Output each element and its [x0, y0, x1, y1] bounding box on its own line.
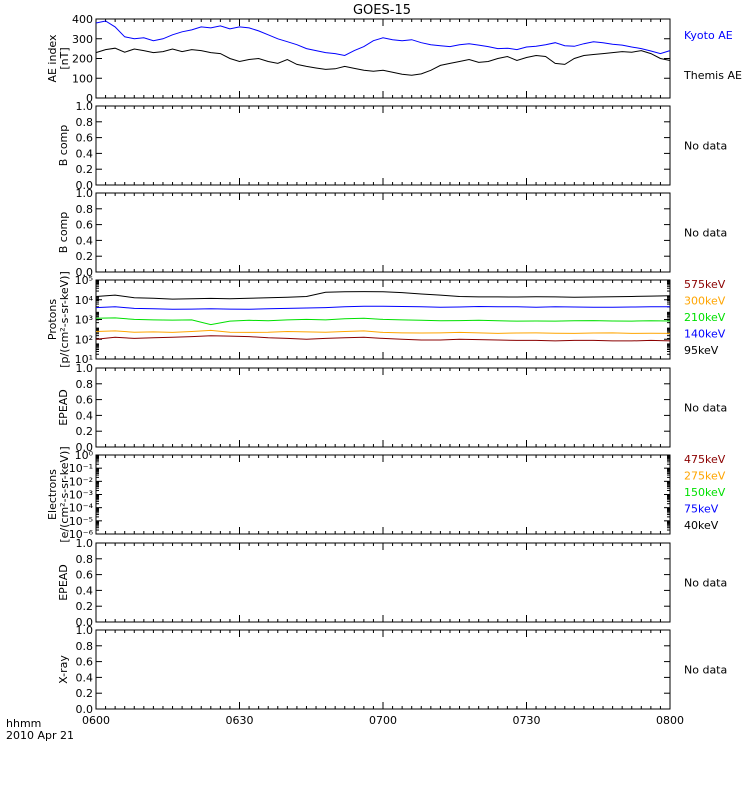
- panel-1-series-themis-ae: [95, 47, 671, 76]
- panel-2-y-tick-label: 0.2: [76, 163, 94, 176]
- panel-6-legend-75kev: 75keV: [684, 503, 719, 516]
- panel-7-y-tick-label: 0.8: [76, 553, 94, 566]
- panel-7-y-label: EPEAD: [57, 564, 70, 601]
- panel-4-y-tick-label: 10³: [75, 314, 93, 327]
- panel-4-y-tick-label: 10⁴: [75, 294, 94, 307]
- panel-1-y-label: AE index: [46, 34, 59, 83]
- panel-7-y-tick-label: 0.2: [76, 600, 94, 613]
- plot-title: GOES-15: [353, 3, 411, 18]
- panel-4-series-300kev: [95, 329, 671, 334]
- panel-7-no-data: No data: [684, 577, 727, 590]
- panel-3-y-tick-label: 1.0: [76, 187, 94, 200]
- panel-4-series-95kev: [95, 291, 671, 300]
- panel-8-no-data: No data: [684, 664, 727, 677]
- panel-4-y-label: Protons: [46, 299, 59, 340]
- panel-4-y-label: [p/(cm²-s-sr-keV)]: [58, 271, 71, 368]
- panel-5-no-data: No data: [684, 402, 727, 415]
- panel-8-y-tick-label: 0.8: [76, 640, 94, 653]
- panel-8-y-tick-label: 0.2: [76, 687, 94, 700]
- panel-2-no-data: No data: [684, 140, 727, 153]
- panel-3-y-tick-label: 0.2: [76, 250, 94, 263]
- panel-4-series-210kev: [95, 317, 671, 326]
- x-axis-date: 2010 Apr 21: [6, 729, 74, 742]
- panel-6-y-tick-label: 10⁻¹: [69, 462, 93, 475]
- panel-2-y-tick-label: 0.4: [76, 147, 94, 160]
- panel-4-y-tick-label: 10¹: [75, 353, 93, 366]
- panel-4-y-tick-label: 10⁵: [75, 274, 93, 287]
- panel-6-y-label: Electrons: [46, 469, 59, 520]
- panel-8-y-label: X-ray: [57, 655, 70, 684]
- panel-8-frame: [95, 629, 671, 710]
- panel-3-y-tick-label: 0.6: [76, 219, 94, 232]
- panel-6-y-label: [e/(cm²-s-sr-keV)]: [58, 446, 71, 542]
- panel-2-y-tick-label: 1.0: [76, 100, 94, 113]
- panel-6-legend-275kev: 275keV: [684, 470, 726, 483]
- x-axis-label: hhmm: [6, 717, 41, 730]
- x-tick-label: 0730: [513, 714, 541, 727]
- panel-2-y-label: B comp: [57, 125, 70, 167]
- panel-4-series-140kev: [95, 305, 670, 310]
- panel-4-y-tick-label: 10²: [75, 333, 93, 346]
- panel-3-y-tick-label: 0.8: [76, 203, 94, 216]
- x-tick-label: 0800: [656, 714, 684, 727]
- panel-1-y-label: [nT]: [58, 47, 71, 69]
- panel-4-series-575kev: [95, 335, 671, 342]
- panel-1-series-kyoto-ae: [95, 20, 671, 57]
- panel-6-legend-475kev: 475keV: [684, 453, 726, 466]
- panel-1-frame: [95, 18, 671, 99]
- panel-4-legend-300kev: 300keV: [684, 295, 726, 308]
- panel-4-legend-575kev: 575keV: [684, 278, 726, 291]
- panel-5-y-label: EPEAD: [57, 389, 70, 426]
- panel-2-frame: [95, 105, 671, 186]
- panel-6-legend-150kev: 150keV: [684, 486, 726, 499]
- panel-6-y-tick-label: 10⁻⁵: [69, 515, 93, 528]
- panel-1-legend-themis-ae: Themis AE: [683, 69, 742, 82]
- x-tick-label: 0600: [82, 714, 110, 727]
- panel-5-y-tick-label: 0.6: [76, 394, 94, 407]
- panel-8-y-tick-label: 1.0: [76, 624, 94, 637]
- panel-7-frame: [95, 542, 671, 623]
- panel-2-y-tick-label: 0.0: [76, 179, 94, 192]
- panel-4-legend-140kev: 140keV: [684, 328, 726, 341]
- panel-6-y-tick-label: 10⁻⁴: [69, 502, 94, 515]
- x-tick-label: 0630: [226, 714, 254, 727]
- panel-6-y-tick-label: 10⁻²: [69, 475, 93, 488]
- panel-3-y-tick-label: 0.4: [76, 234, 94, 247]
- panel-6-frame: [95, 454, 671, 535]
- panel-8-y-tick-label: 0.4: [76, 671, 94, 684]
- panel-2-y-tick-label: 0.6: [76, 132, 94, 145]
- panel-6-y-tick-label: 10⁰: [75, 449, 94, 462]
- panel-7-y-tick-label: 0.4: [76, 584, 94, 597]
- panel-1-y-tick-label: 0: [86, 92, 93, 105]
- panel-6-y-tick-label: 10⁻⁶: [69, 528, 94, 541]
- panel-3-frame: [95, 192, 671, 273]
- panel-3-no-data: No data: [684, 227, 727, 240]
- x-tick-label: 0700: [369, 714, 397, 727]
- panel-3-y-label: B comp: [57, 212, 70, 254]
- panel-1-y-tick-label: 400: [72, 13, 93, 26]
- panel-6-y-tick-label: 10⁻³: [69, 489, 93, 502]
- panel-1-y-tick-label: 300: [72, 33, 93, 46]
- panel-7-y-tick-label: 0.0: [76, 616, 94, 629]
- panel-8-y-tick-label: 0.6: [76, 656, 94, 669]
- panel-4-legend-210kev: 210keV: [684, 311, 726, 324]
- panel-5-frame: [95, 367, 671, 448]
- panel-3-y-tick-label: 0.0: [76, 266, 94, 279]
- panel-1-y-tick-label: 100: [72, 72, 93, 85]
- panel-7-y-tick-label: 0.6: [76, 569, 94, 582]
- panel-8-y-tick-label: 0.0: [76, 703, 94, 716]
- panel-5-y-tick-label: 0.8: [76, 378, 94, 391]
- panel-1-y-tick-label: 200: [72, 53, 93, 66]
- panel-5-y-tick-label: 1.0: [76, 362, 94, 375]
- panel-5-y-tick-label: 0.0: [76, 441, 94, 454]
- panel-7-y-tick-label: 1.0: [76, 537, 94, 550]
- panel-1-legend-kyoto-ae: Kyoto AE: [684, 29, 733, 42]
- panel-6-legend-40kev: 40keV: [684, 519, 719, 532]
- panel-4-legend-95kev: 95keV: [684, 344, 719, 357]
- panel-5-y-tick-label: 0.4: [76, 409, 94, 422]
- panel-5-y-tick-label: 0.2: [76, 425, 94, 438]
- panel-2-y-tick-label: 0.8: [76, 116, 94, 129]
